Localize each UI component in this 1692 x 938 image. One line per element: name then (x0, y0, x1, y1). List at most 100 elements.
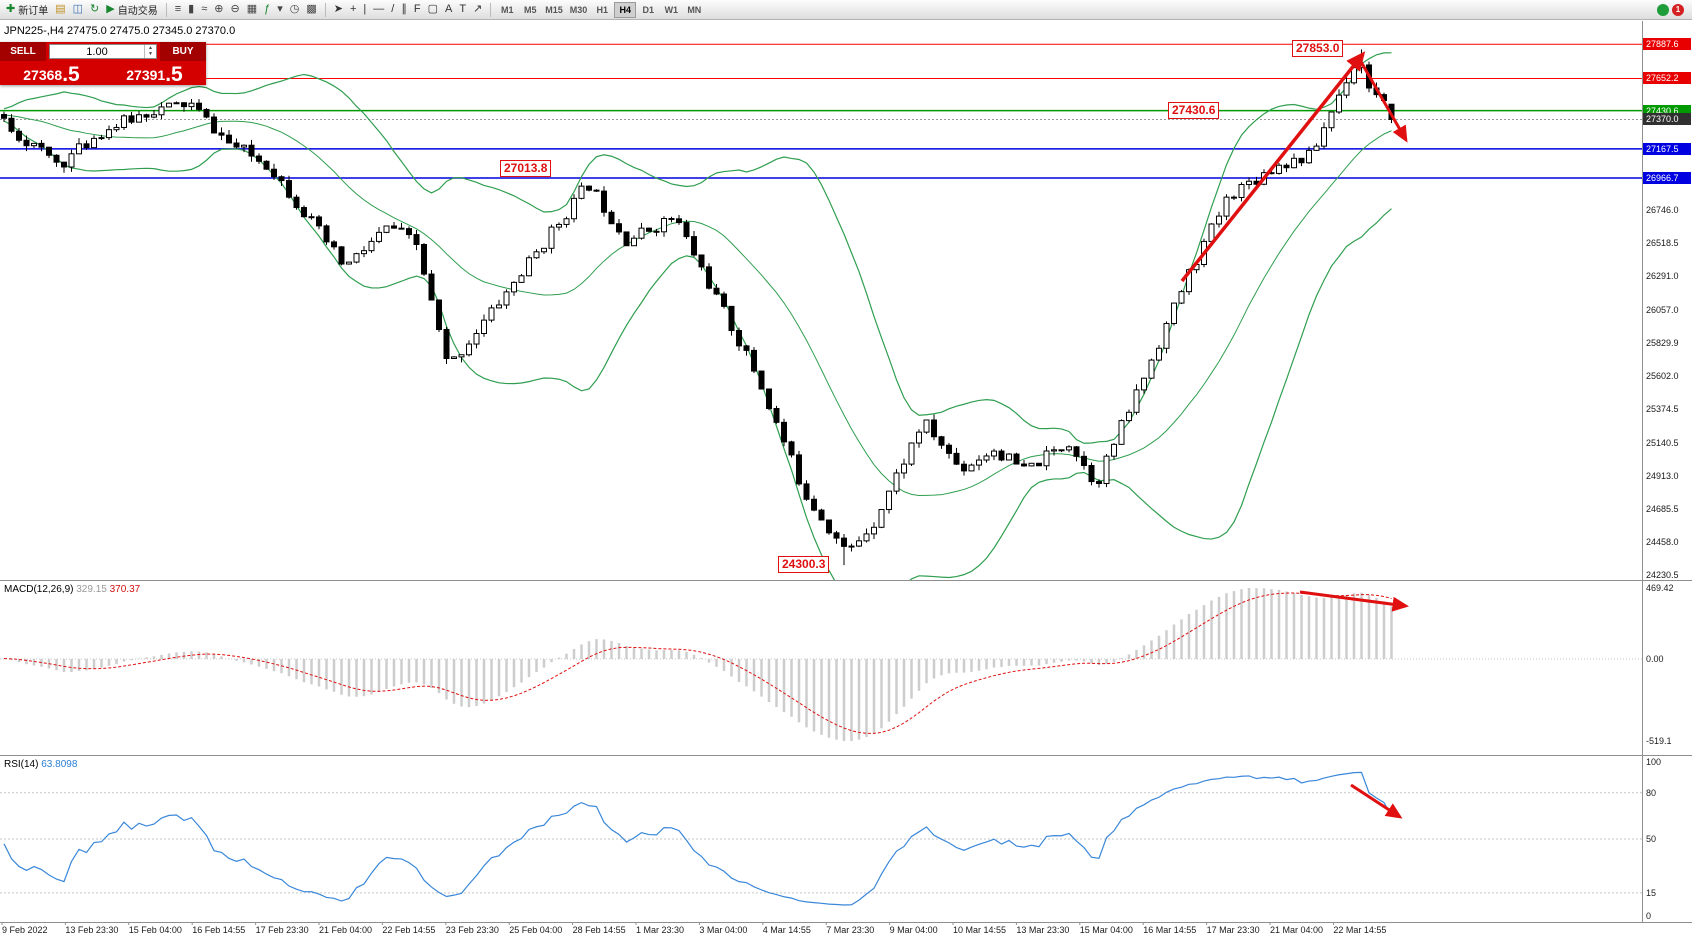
price-label[interactable]: 27853.0 (1292, 40, 1344, 57)
rsi-layer (0, 771, 1642, 906)
shapes-icon: ▢ (427, 3, 438, 15)
timeframe-m30-button[interactable]: M30 (569, 4, 588, 15)
candles (1, 49, 1395, 566)
buy-price[interactable]: 27391.5 (103, 61, 206, 85)
vertical-line-icon[interactable]: | (360, 1, 369, 18)
timeframe-m1-button[interactable]: M1 (501, 4, 514, 15)
timeframe-h4-button[interactable]: H4 (614, 1, 637, 18)
label-icon[interactable]: T (456, 1, 469, 18)
time-axis-label: 9 Feb 2022 (2, 925, 48, 935)
price-label[interactable]: 27430.6 (1168, 102, 1220, 119)
panel-divider-macd[interactable] (0, 580, 1692, 581)
candle-chart-icon[interactable]: ▮ (185, 1, 197, 18)
price-axis-badge: 26966.7 (1643, 172, 1691, 185)
volume-spinner[interactable]: ▲ ▼ (144, 45, 156, 58)
new-order-button[interactable]: ✚ 新订单 (3, 1, 51, 18)
candle-chart-icon: ▮ (188, 3, 195, 15)
indicators-icon[interactable]: ƒ (261, 1, 273, 18)
price-axis-tick: 24458.0 (1646, 537, 1679, 548)
line-chart-icon: ≈ (201, 3, 208, 15)
horizontal-line-icon[interactable]: ― (370, 1, 387, 18)
rsi-line (3, 771, 1393, 906)
price-label[interactable]: 24300.3 (778, 556, 830, 573)
bollinger-middle-band (3, 114, 1392, 497)
fibonacci-icon[interactable]: F (411, 1, 424, 18)
trend-arrow[interactable] (1299, 590, 1409, 612)
trend-arrow[interactable] (1358, 59, 1408, 143)
rsi-name: RSI(14) (4, 759, 39, 770)
timeframe-m5-button[interactable]: M5 (524, 4, 537, 15)
text-icon[interactable]: A (442, 1, 455, 18)
zoom-out-icon: ⊖ (230, 3, 240, 15)
zoom-out-icon[interactable]: ⊖ (227, 1, 242, 18)
arrows-icon[interactable]: ↗ (470, 1, 485, 18)
volume-value[interactable]: 1.00 (86, 45, 108, 58)
line-chart-icon[interactable]: ≈ (198, 1, 210, 18)
autotrading-icon: ▶ (106, 3, 115, 15)
time-axis-label: 7 Mar 23:30 (826, 925, 875, 935)
timeframe-w1-button[interactable]: W1 (664, 4, 679, 15)
annotation-arrows-layer (1180, 51, 1409, 819)
refresh-icon[interactable]: ↻ (87, 1, 102, 18)
period-icon[interactable]: ◷ (287, 1, 303, 18)
channel-icon[interactable]: ∥ (398, 1, 410, 18)
timeframe-mn-button[interactable]: MN (687, 4, 702, 15)
trend-arrow[interactable] (1350, 783, 1403, 819)
autotrading-button[interactable]: ▶ 自动交易 (103, 1, 160, 18)
price-label[interactable]: 27013.8 (500, 160, 552, 177)
crosshair-icon[interactable]: + (347, 1, 359, 18)
timeframe-m15-button[interactable]: M15 (545, 4, 563, 15)
sell-button[interactable]: SELL (0, 42, 46, 61)
connection-status-icon[interactable] (1657, 3, 1669, 16)
time-axis-label: 15 Feb 04:00 (128, 925, 182, 935)
volume-input[interactable]: 1.00 ▲ ▼ (49, 44, 157, 59)
autotrading-button-label: 自动交易 (117, 6, 158, 17)
timeframe-d1-button[interactable]: D1 (642, 4, 655, 15)
one-click-trading-panel: SELL 1.00 ▲ ▼ BUY 27368.5 27391.5 (0, 42, 206, 85)
rsi-axis-tick: 100 (1646, 757, 1662, 767)
bollinger-lower-band (3, 120, 1392, 580)
time-axis-label: 3 Mar 04:00 (699, 925, 748, 935)
shapes-icon[interactable]: ▢ (425, 1, 441, 18)
rsi-axis-tick: 15 (1646, 887, 1657, 898)
timeframe-h1-button[interactable]: H1 (596, 4, 609, 15)
tile-windows-icon[interactable]: ▦ (244, 1, 260, 18)
time-axis-label: 17 Mar 23:30 (1206, 925, 1260, 935)
order-panel-prices: 27368.5 27391.5 (0, 61, 206, 85)
price-axis-tick: 26291.0 (1646, 271, 1679, 282)
trend-arrow[interactable] (1180, 51, 1366, 283)
spinner-up-icon[interactable]: ▲ (148, 45, 153, 51)
macd-axis-tick: -519.1 (1646, 736, 1672, 746)
panel-divider-rsi[interactable] (0, 755, 1692, 756)
data-window-icon[interactable]: ◫ (70, 1, 86, 18)
time-axis-label: 28 Feb 14:55 (572, 925, 626, 935)
time-axis-label: 16 Mar 14:55 (1143, 925, 1197, 935)
indicators-icon: ƒ (264, 3, 271, 15)
sell-price-int: 27368 (23, 67, 63, 83)
text-icon: A (444, 3, 453, 15)
time-axis-label: 21 Feb 04:00 (319, 925, 373, 935)
arrows-icon: ↗ (473, 3, 483, 15)
time-axis-label: 4 Mar 14:55 (762, 925, 811, 935)
toolbar-right-icons: 1 (1657, 3, 1689, 16)
rsi-value: 63.8098 (41, 759, 78, 770)
toolbar-separator (165, 2, 167, 17)
zoom-in-icon[interactable]: ⊕ (211, 1, 226, 18)
price-axis-badge: 27652.2 (1643, 72, 1691, 85)
vertical-line-icon: | (363, 3, 367, 15)
price-axis-tick: 25140.5 (1646, 438, 1679, 449)
rsi-indicator-label: RSI(14) 63.8098 (4, 759, 77, 770)
bar-chart-icon[interactable]: ≡ (172, 1, 184, 18)
macd-axis-tick: 469.42 (1646, 583, 1674, 593)
indicator-list-icon[interactable]: ▾ (274, 1, 286, 18)
buy-button[interactable]: BUY (160, 42, 206, 61)
trendline-icon[interactable]: / (388, 1, 397, 18)
notification-badge[interactable]: 1 (1672, 3, 1684, 16)
templates-icon[interactable]: ▩ (303, 1, 319, 18)
cursor-icon[interactable]: ➤ (331, 1, 346, 18)
spinner-down-icon[interactable]: ▼ (148, 50, 153, 57)
sell-price[interactable]: 27368.5 (0, 61, 103, 85)
market-watch-icon[interactable]: ▤ (52, 1, 68, 18)
price-axis-tick: 25374.5 (1646, 404, 1679, 415)
